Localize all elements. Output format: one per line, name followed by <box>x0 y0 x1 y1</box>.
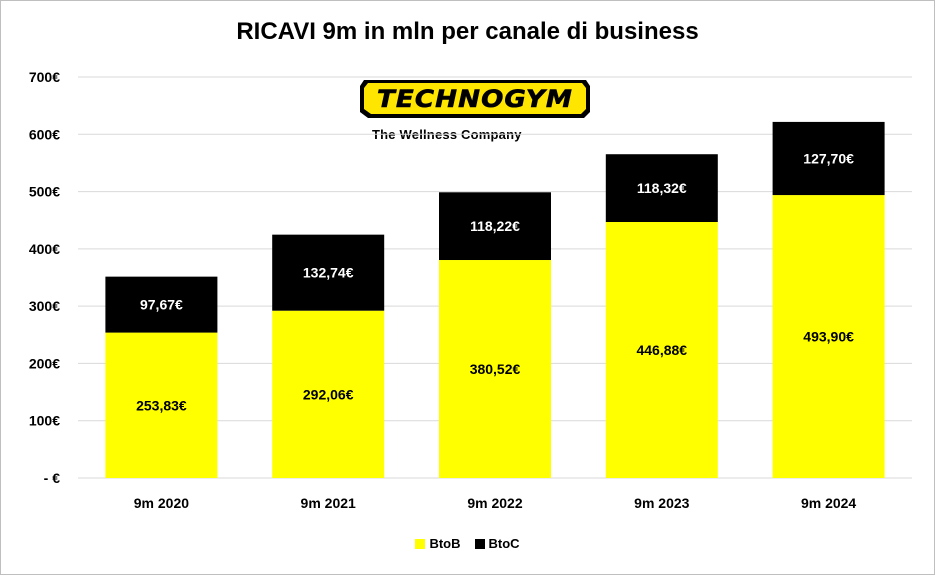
y-tick-label: 600€ <box>29 126 60 142</box>
data-label-btoc: 97,67€ <box>140 297 183 313</box>
x-category-label: 9m 2023 <box>634 495 689 511</box>
bar-btob <box>105 332 218 478</box>
bar-btob <box>772 195 885 478</box>
technogym-logo: TECHNOGYM <box>358 76 592 125</box>
logo-brand-text: TECHNOGYM <box>377 85 573 113</box>
data-label-btob: 380,52€ <box>470 361 521 377</box>
y-tick-label: 100€ <box>29 413 60 429</box>
y-tick-label: 300€ <box>29 298 60 314</box>
bar-btob <box>605 222 718 478</box>
data-label-btoc: 132,74€ <box>303 265 354 281</box>
legend-item-btob: BtoB <box>415 536 461 551</box>
data-label-btoc: 118,32€ <box>637 180 687 196</box>
x-category-label: 9m 2022 <box>467 495 522 511</box>
bar-btoc <box>439 192 551 261</box>
y-tick-label: 500€ <box>29 184 60 200</box>
data-label-btob: 493,90€ <box>803 329 854 345</box>
x-category-label: 9m 2021 <box>301 495 356 511</box>
chart-title: RICAVI 9m in mln per canale di business <box>236 18 699 45</box>
x-category-label: 9m 2024 <box>801 495 856 511</box>
x-category-label: 9m 2020 <box>134 495 189 511</box>
data-label-btob: 292,06€ <box>303 386 354 402</box>
legend-swatch <box>415 538 426 549</box>
y-tick-label: 700€ <box>29 69 60 85</box>
y-tick-label: 200€ <box>29 355 60 371</box>
technogym-logo-graphic: TECHNOGYM <box>360 80 590 118</box>
data-label-btob: 446,88€ <box>636 342 687 358</box>
bar-btoc <box>605 154 718 223</box>
data-label-btoc: 127,70€ <box>803 150 854 166</box>
y-axis-ticks: - € 100€ 200€ 300€ 400€ 500€ 600€ 700€ <box>29 69 60 486</box>
y-tick-label: 400€ <box>29 241 60 257</box>
legend-item-btoc: BtoC <box>474 536 520 551</box>
legend-swatch <box>474 538 485 549</box>
y-tick-label: - € <box>44 470 61 486</box>
bars <box>105 121 885 478</box>
bar-btob <box>272 310 385 478</box>
bar-btoc <box>272 234 385 311</box>
bar-btoc <box>105 276 218 333</box>
data-label-btoc: 118,22€ <box>470 218 520 234</box>
legend-label: BtoB <box>429 536 461 551</box>
bar-btoc <box>772 121 885 196</box>
bar-btob <box>439 260 551 478</box>
data-labels: 253,83€ 97,67€ 292,06€ 132,74€ 380,52€ 118,22… <box>136 150 854 413</box>
x-axis-labels: 9m 2020 9m 2021 9m 2022 9m 2023 9m 2024 <box>134 495 857 511</box>
legend: BtoB BtoC <box>0 536 935 551</box>
data-label-btob: 253,83€ <box>136 397 187 413</box>
legend-label: BtoC <box>488 536 520 551</box>
